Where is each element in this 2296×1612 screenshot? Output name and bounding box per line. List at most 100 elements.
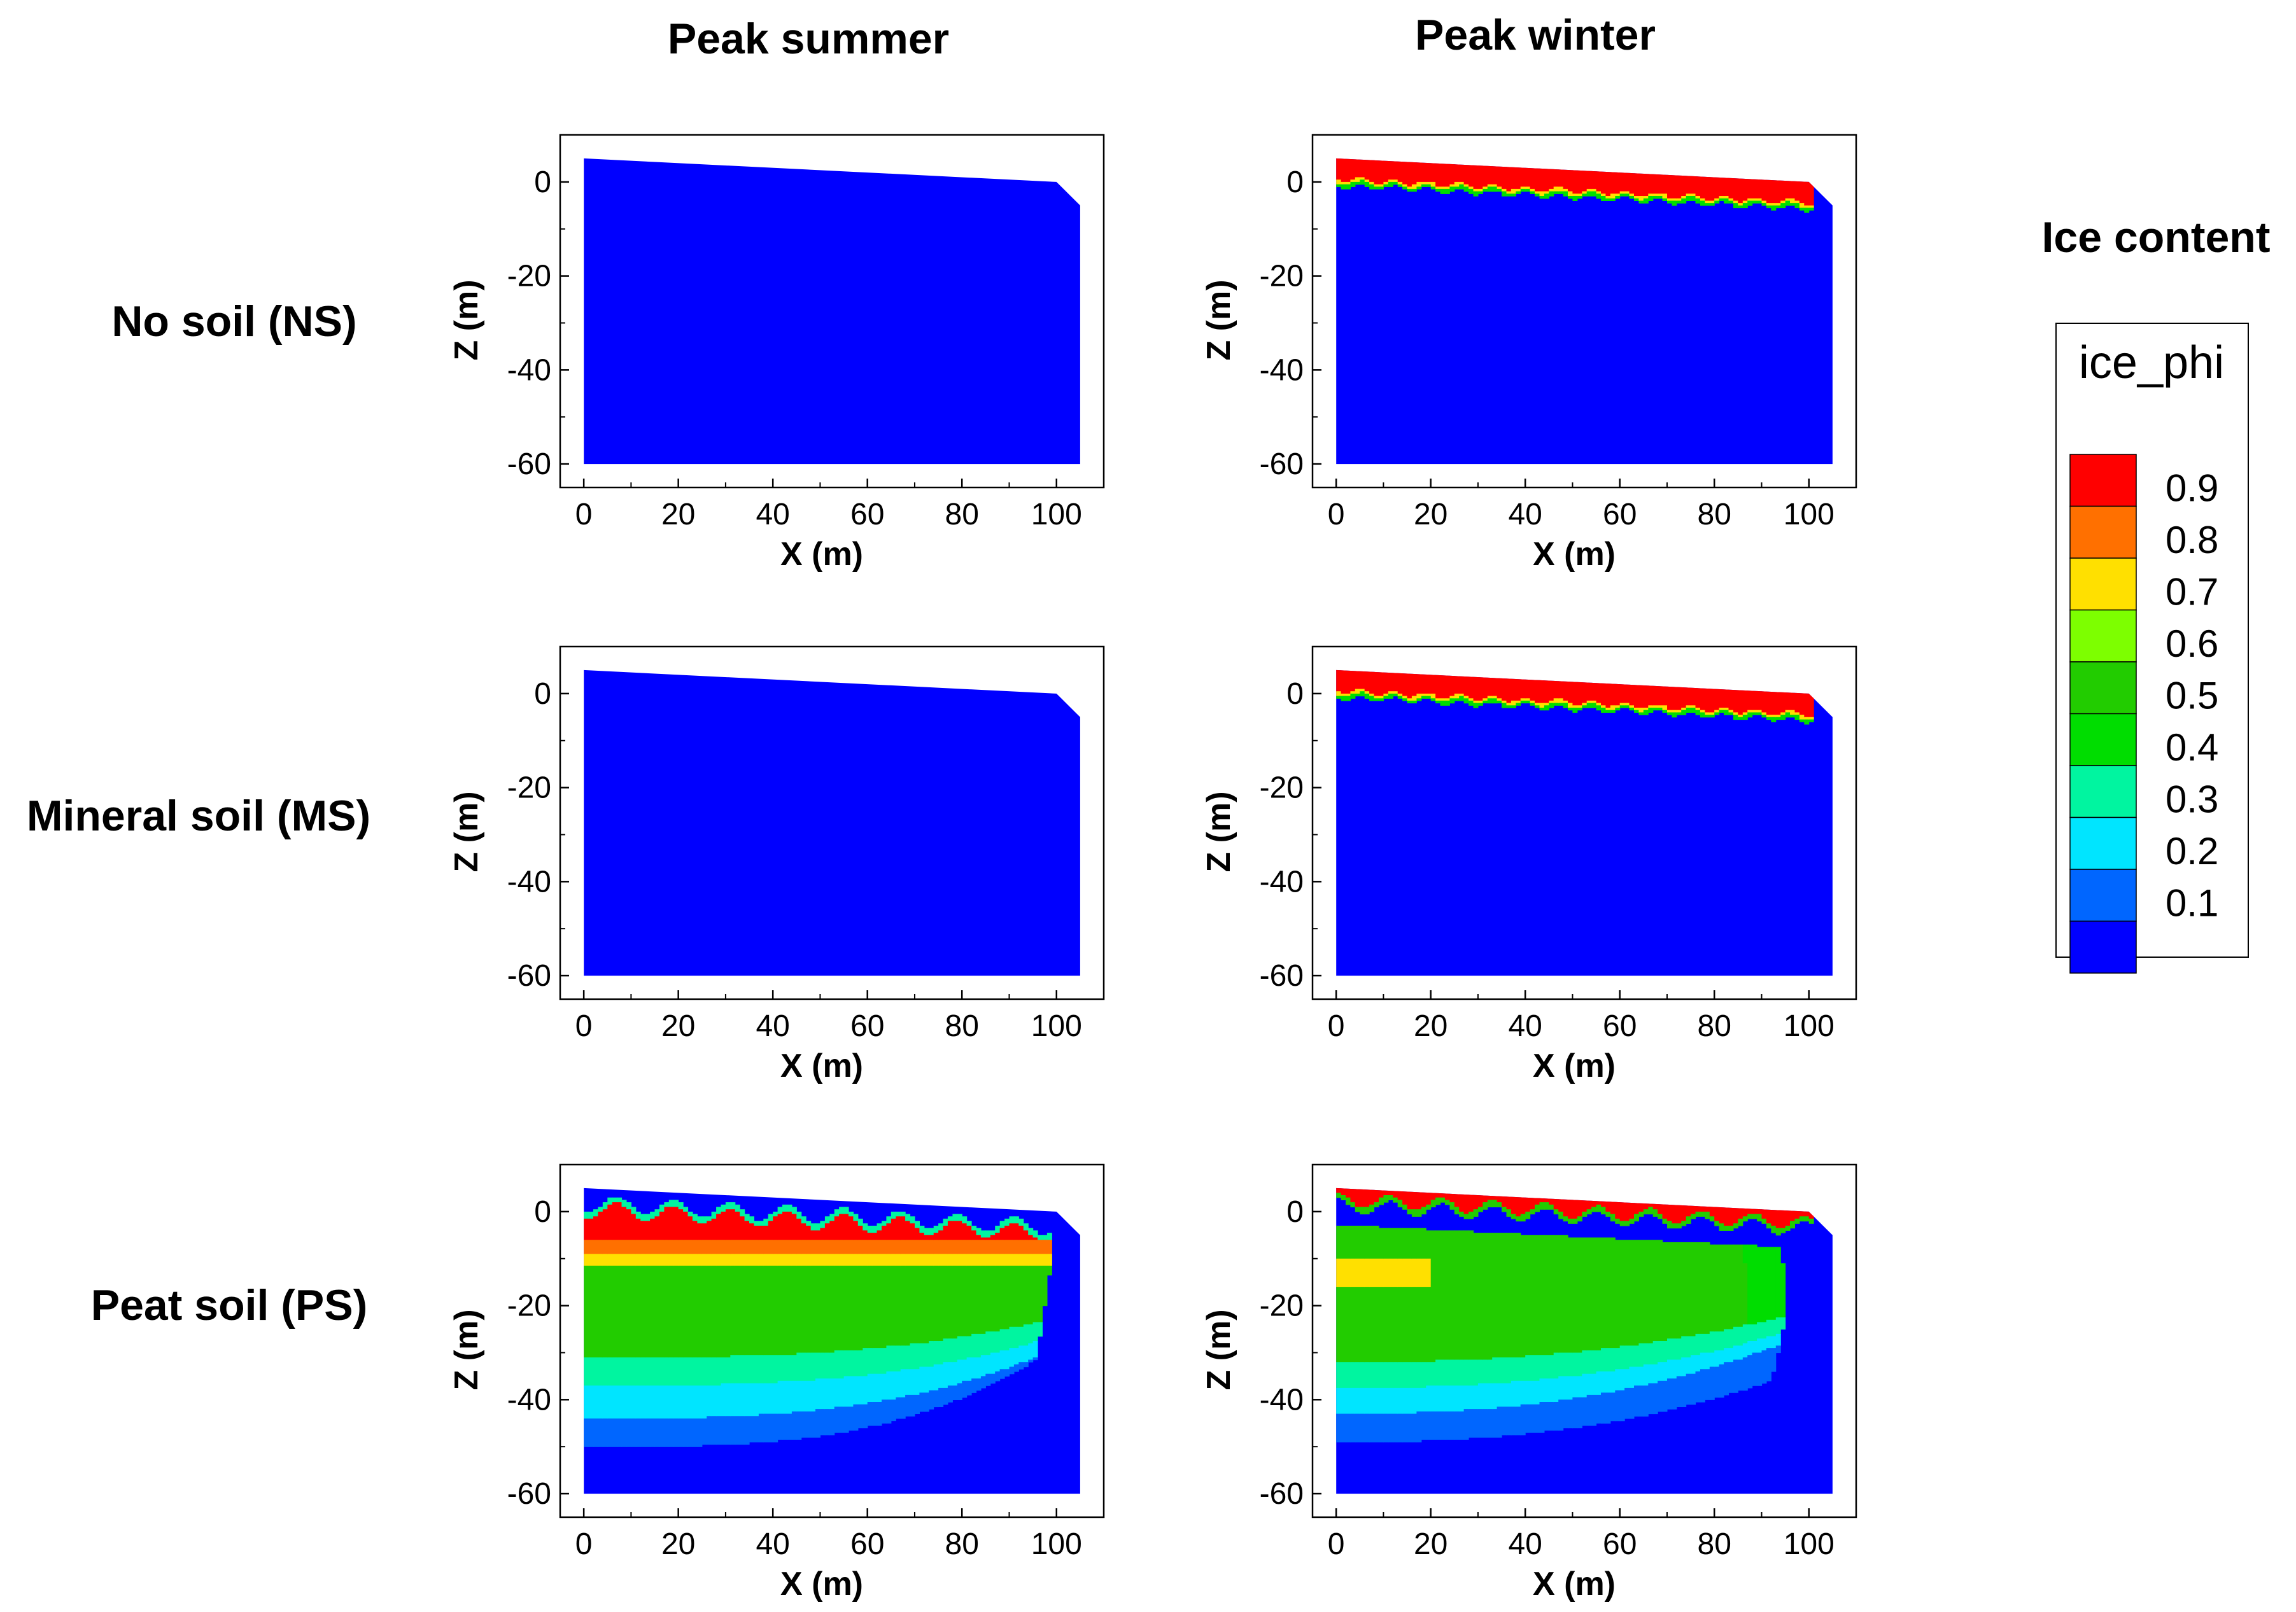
legend-level-label: 0.7 — [2166, 571, 2218, 613]
y-tick-label: -20 — [507, 1289, 551, 1323]
legend-level-label: 0.8 — [2166, 519, 2218, 561]
y-tick-label: -40 — [1260, 1383, 1304, 1417]
x-tick-label: 80 — [1698, 1527, 1731, 1561]
plot-frame — [1311, 134, 1857, 489]
x-tick-label: 100 — [1784, 498, 1835, 531]
x-tick-label: 100 — [1784, 1527, 1835, 1561]
x-tick-label: 100 — [1031, 1009, 1082, 1043]
legend-level-label: 0.5 — [2166, 675, 2218, 717]
y-tick-label: 0 — [1286, 1195, 1304, 1229]
field-plot — [1336, 1188, 1833, 1494]
x-tick-label: 80 — [1698, 1009, 1731, 1043]
legend-swatch — [2069, 609, 2137, 662]
x-tick-label: 80 — [945, 1527, 979, 1561]
y-axis-label: Z (m) — [448, 279, 485, 360]
y-axis-label: Z (m) — [1201, 279, 1237, 360]
x-tick-label: 0 — [575, 1527, 593, 1561]
x-tick-label: 80 — [945, 498, 979, 531]
panels: 0 20 40 60 80 100 0 -20 -40 -60 X (m) Z (m) 0 20 40 60 8… — [448, 134, 1857, 1602]
x-tick-label: 20 — [661, 1527, 695, 1561]
plot-frame — [559, 645, 1105, 1000]
legend-level-label: 0.9 — [2166, 467, 2218, 510]
y-tick-label: -60 — [507, 447, 551, 481]
x-tick-label: 60 — [1603, 1009, 1637, 1043]
y-tick-label: -40 — [507, 353, 551, 387]
column-title-winter: Peak winter — [1415, 11, 1656, 59]
x-tick-label: 0 — [575, 498, 593, 531]
legend-swatch — [2069, 869, 2137, 922]
x-axis-label: X (m) — [1533, 1048, 1616, 1084]
row-title-mineral-soil: Mineral soil (MS) — [27, 792, 370, 840]
column-title-summer: Peak summer — [668, 15, 949, 63]
y-tick-label: -40 — [1260, 353, 1304, 387]
legend-swatch — [2069, 505, 2137, 559]
x-tick-label: 60 — [850, 498, 884, 531]
x-tick-label: 80 — [945, 1009, 979, 1043]
y-tick-label: -60 — [507, 1477, 551, 1511]
plot-frame — [1311, 1163, 1857, 1518]
field-plot — [584, 1188, 1080, 1494]
legend-level-label: 0.4 — [2166, 726, 2218, 769]
y-axis-label: Z (m) — [448, 1309, 485, 1390]
x-tick-label: 20 — [661, 498, 695, 531]
panel-ns_summer-r1c0: 0 20 40 60 80 100 0 -20 -40 -60 X (m) Z (m) — [448, 645, 1105, 1084]
legend-swatches: 0.9 0.8 0.7 0.6 0.5 0.4 0.3 0.2 0.1 — [2069, 454, 2218, 974]
row-title-peat-soil: Peat soil (PS) — [91, 1281, 368, 1329]
panel-peat_winter-r2c1: 0 20 40 60 80 100 0 -20 -40 -60 X (m) Z (m) — [1201, 1163, 1857, 1602]
plot-frame — [559, 134, 1105, 489]
x-tick-label: 40 — [1508, 498, 1542, 531]
legend-level-label: 0.6 — [2166, 622, 2218, 665]
x-axis-label: X (m) — [780, 1566, 863, 1602]
x-axis-label: X (m) — [1533, 1566, 1616, 1602]
plot-frame — [1311, 645, 1857, 1000]
plot-frame — [559, 1163, 1105, 1518]
legend-title: ice_phi — [2079, 337, 2224, 388]
field-plot — [584, 669, 1080, 976]
y-tick-label: -40 — [1260, 865, 1304, 899]
x-axis-label: X (m) — [780, 536, 863, 573]
legend-swatch — [2069, 557, 2137, 611]
y-axis-label: Z (m) — [1201, 1309, 1237, 1390]
x-axis-label: X (m) — [780, 1048, 863, 1084]
x-tick-label: 60 — [850, 1527, 884, 1561]
y-axis-label: Z (m) — [448, 791, 485, 872]
x-tick-label: 40 — [1508, 1009, 1542, 1043]
y-tick-label: 0 — [534, 677, 551, 711]
legend-swatch — [2069, 661, 2137, 715]
y-tick-label: -20 — [507, 260, 551, 293]
x-axis-label: X (m) — [1533, 536, 1616, 573]
x-tick-label: 40 — [1508, 1527, 1542, 1561]
y-tick-label: -20 — [1260, 1289, 1304, 1323]
x-tick-label: 60 — [850, 1009, 884, 1043]
panel-ns_summer-r0c0: 0 20 40 60 80 100 0 -20 -40 -60 X (m) Z (m) — [448, 134, 1105, 573]
x-tick-label: 20 — [661, 1009, 695, 1043]
x-tick-label: 80 — [1698, 498, 1731, 531]
y-tick-label: -20 — [507, 771, 551, 805]
panel-frozen_top-r1c1: 0 20 40 60 80 100 0 -20 -40 -60 X (m) Z (m) — [1201, 645, 1857, 1084]
legend-level-label: 0.3 — [2166, 778, 2218, 821]
x-tick-label: 0 — [1328, 1009, 1345, 1043]
legend-swatch — [2069, 454, 2137, 507]
y-tick-label: 0 — [534, 165, 551, 199]
x-tick-label: 40 — [756, 498, 789, 531]
y-tick-label: -40 — [507, 1383, 551, 1417]
y-tick-label: -60 — [1260, 1477, 1304, 1511]
legend-swatch — [2069, 920, 2137, 974]
y-tick-label: -60 — [1260, 447, 1304, 481]
y-tick-label: -60 — [1260, 959, 1304, 993]
x-tick-label: 60 — [1603, 1527, 1637, 1561]
legend-level-label: 0.1 — [2166, 882, 2218, 925]
legend-level-label: 0.2 — [2166, 830, 2218, 873]
x-tick-label: 40 — [756, 1527, 789, 1561]
y-tick-label: -20 — [1260, 771, 1304, 805]
y-tick-label: -20 — [1260, 260, 1304, 293]
y-tick-label: 0 — [534, 1195, 551, 1229]
y-axis-label: Z (m) — [1201, 791, 1237, 872]
x-tick-label: 20 — [1414, 1527, 1447, 1561]
x-tick-label: 0 — [1328, 1527, 1345, 1561]
field-plot — [1336, 158, 1833, 465]
panel-peat_summer-r2c0: 0 20 40 60 80 100 0 -20 -40 -60 X (m) Z (m) — [448, 1163, 1105, 1602]
y-tick-label: 0 — [1286, 165, 1304, 199]
field-plot — [584, 158, 1080, 465]
